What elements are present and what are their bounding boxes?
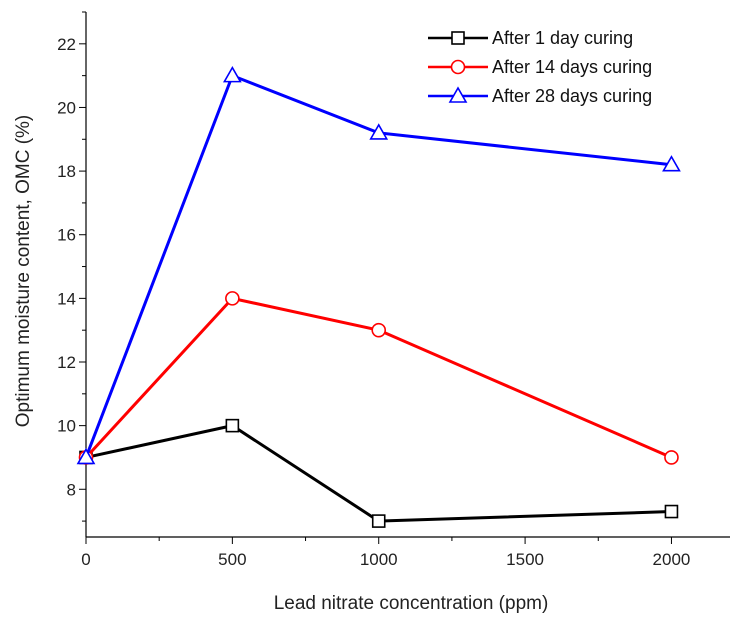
legend-label: After 1 day curing bbox=[492, 28, 633, 48]
y-axis-label: Optimum moisture content, OMC (%) bbox=[13, 115, 34, 428]
series-1 bbox=[79, 418, 679, 528]
data-point bbox=[225, 291, 240, 306]
legend-item-3: After 28 days curing bbox=[428, 86, 652, 106]
axes: 0 500 1000 1500 2000 8 10 12 14 16 18 20 22 bbox=[57, 11, 730, 569]
legend-marker bbox=[450, 59, 466, 75]
y-tick-label: 20 bbox=[57, 98, 76, 117]
data-point bbox=[664, 504, 679, 519]
y-tick-label: 10 bbox=[57, 417, 76, 436]
data-point bbox=[369, 123, 389, 140]
x-tick-label: 2000 bbox=[653, 550, 691, 569]
legend-label: After 14 days curing bbox=[492, 57, 652, 77]
series-line bbox=[85, 424, 672, 523]
y-tick-label: 16 bbox=[57, 226, 76, 245]
data-point bbox=[371, 322, 387, 338]
y-tick-label: 22 bbox=[57, 35, 76, 54]
legend-marker bbox=[451, 31, 465, 45]
series-line bbox=[84, 73, 672, 458]
legend-label: After 28 days curing bbox=[492, 86, 652, 106]
series-layer bbox=[76, 66, 681, 528]
data-point bbox=[662, 155, 681, 172]
series-line bbox=[84, 296, 673, 459]
x-tick-label: 0 bbox=[81, 550, 90, 569]
x-tick-label: 500 bbox=[218, 550, 246, 569]
series-3 bbox=[76, 66, 681, 465]
legend-item-1: After 1 day curing bbox=[428, 28, 633, 48]
legend-marker bbox=[448, 86, 468, 103]
data-point bbox=[225, 418, 240, 433]
data-point bbox=[222, 66, 242, 83]
legend-item-2: After 14 days curing bbox=[428, 57, 652, 77]
y-tick-label: 12 bbox=[57, 353, 76, 372]
x-axis-label: Lead nitrate concentration (ppm) bbox=[274, 593, 549, 614]
data-point bbox=[371, 514, 386, 528]
x-tick-label: 1000 bbox=[360, 550, 398, 569]
legend: After 1 day curing After 14 days curing Af… bbox=[428, 28, 652, 106]
data-point bbox=[664, 450, 679, 465]
x-tick-label: 1500 bbox=[506, 550, 544, 569]
data-point bbox=[76, 447, 96, 465]
y-tick-label: 14 bbox=[57, 289, 76, 308]
y-tick-label: 18 bbox=[57, 162, 76, 181]
y-tick-label: 8 bbox=[67, 480, 76, 499]
